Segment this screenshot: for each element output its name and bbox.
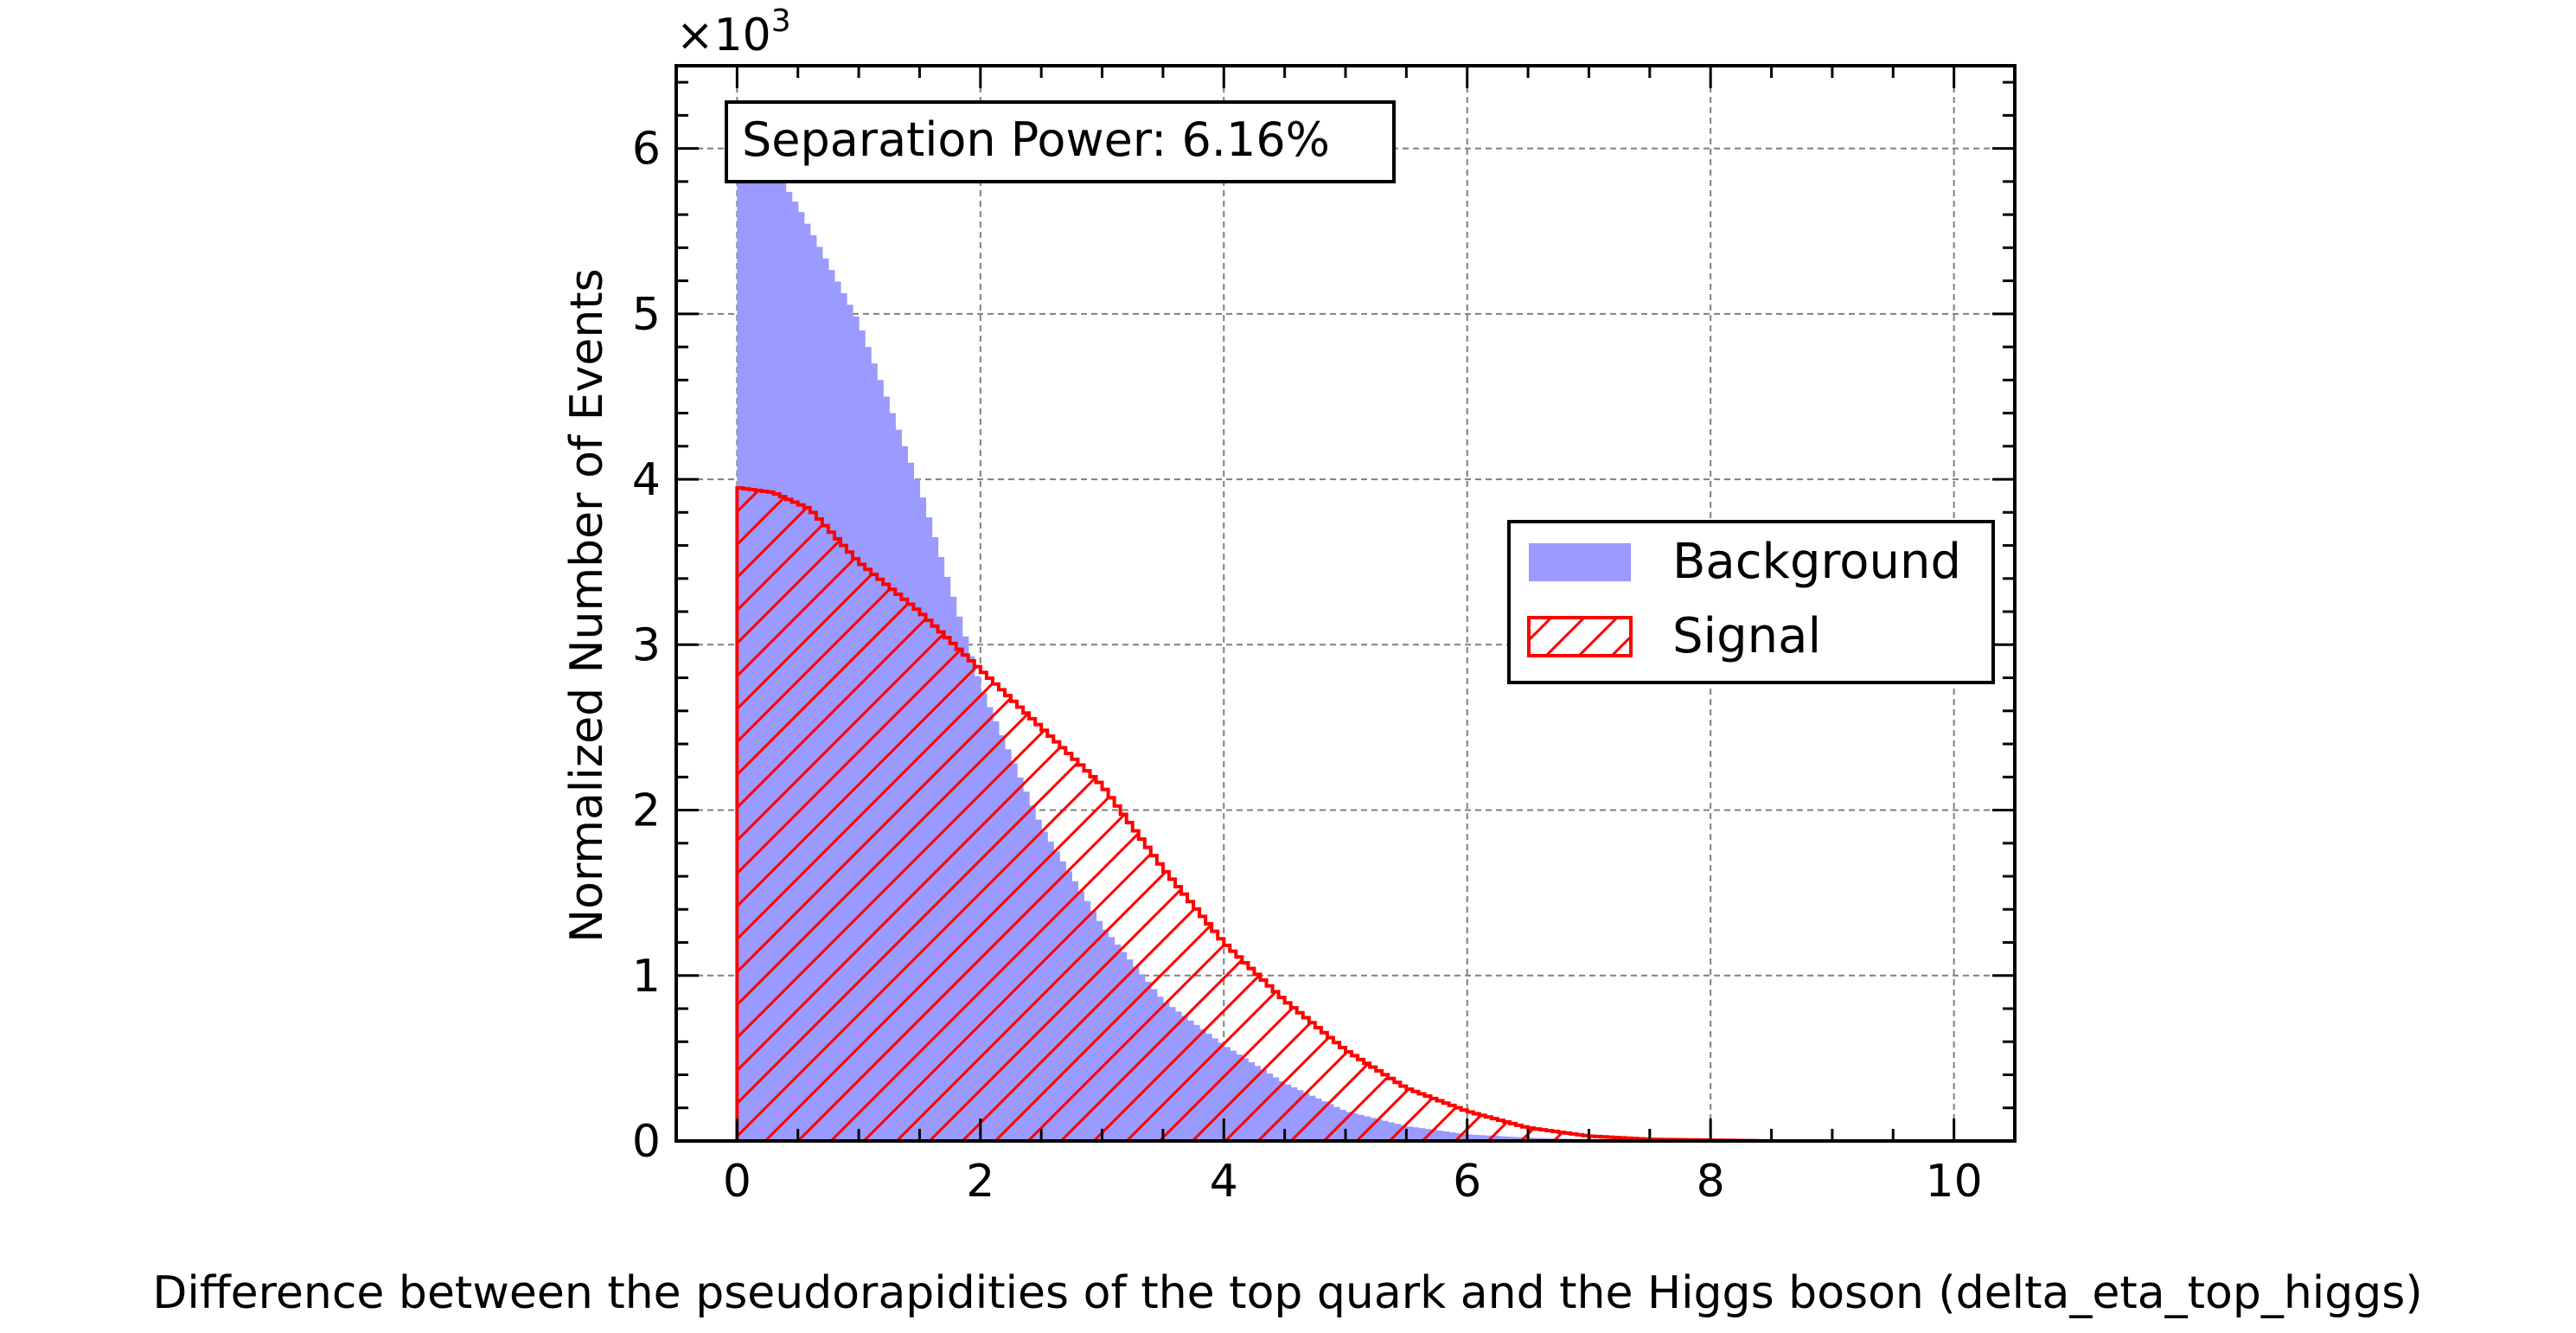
legend-swatch-background <box>1529 543 1631 581</box>
signal-hatch-fill <box>737 488 1954 1141</box>
y-tick-label: 6 <box>632 124 661 176</box>
y-axis-label: Normalized Number of Events <box>561 268 613 943</box>
x-tick-label: 4 <box>1210 1156 1238 1208</box>
y-tick-label: 0 <box>632 1116 661 1168</box>
y-tick-label: 1 <box>632 951 661 1003</box>
axis-ticks <box>676 66 2015 1143</box>
y-tick-label: 5 <box>632 289 661 341</box>
x-tick-label: 8 <box>1697 1156 1725 1208</box>
x-tick-label: 2 <box>966 1156 994 1208</box>
x-tick-label: 6 <box>1453 1156 1481 1208</box>
x-tick-label: 0 <box>723 1156 751 1208</box>
legend: Background Signal <box>1507 520 1995 684</box>
legend-label-signal: Signal <box>1672 608 1821 664</box>
y-scale-label: ×103 <box>676 3 791 61</box>
y-tick-label: 3 <box>632 619 661 671</box>
x-axis-label: Difference between the pseudorapidities … <box>152 1267 2422 1319</box>
legend-swatch-signal <box>1527 616 1633 657</box>
separation-power-text: Separation Power: 6.16% <box>742 112 1330 167</box>
x-tick-labels: 0 2 4 6 8 10 <box>723 1156 1983 1208</box>
legend-label-background: Background <box>1672 534 1961 590</box>
separation-power-annotation: Separation Power: 6.16% <box>725 100 1396 183</box>
y-tick-label: 4 <box>632 454 661 506</box>
y-scale-base: ×10 <box>676 10 771 61</box>
y-tick-label: 2 <box>632 785 661 837</box>
y-tick-labels: 0 1 2 3 4 5 6 <box>632 124 661 1168</box>
y-scale-exponent: 3 <box>771 3 791 39</box>
x-tick-label: 10 <box>1926 1156 1983 1208</box>
